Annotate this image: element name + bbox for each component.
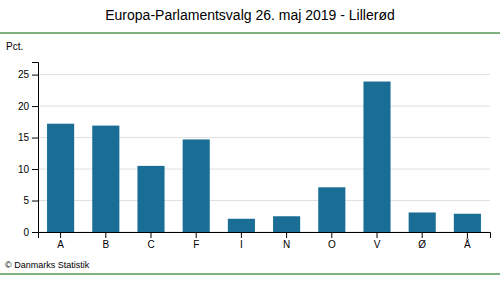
x-tick-label: Ø (418, 239, 426, 250)
x-tick-mark (151, 232, 152, 238)
title-rule (0, 32, 500, 33)
y-axis-label: Pct. (6, 41, 23, 52)
x-tick: Ø (418, 232, 426, 250)
x-tick-mark (60, 232, 61, 238)
footer: © Danmarks Statistik (5, 260, 90, 270)
x-tick-label: I (240, 239, 243, 250)
x-tick-label: C (147, 239, 154, 250)
bar (137, 166, 164, 232)
y-tick: 25 (18, 69, 38, 80)
y-tick: 10 (18, 164, 38, 175)
x-axis: ABCFINOVØÅ (39, 232, 491, 250)
x-tick: Å (464, 232, 471, 250)
x-tick-label: O (328, 239, 336, 250)
x-tick-mark (286, 232, 287, 238)
grid (38, 75, 490, 232)
x-tick-label: Å (464, 238, 471, 250)
x-tick-mark (377, 232, 378, 238)
grid-line (38, 74, 490, 75)
x-tick: C (147, 232, 154, 250)
bar (363, 82, 390, 232)
x-tick: N (283, 232, 290, 250)
x-tick-label: A (57, 239, 64, 250)
y-tick-label: 0 (23, 227, 29, 238)
x-tick-label: B (102, 239, 109, 250)
y-tick: 20 (18, 101, 38, 112)
y-tick-label: 20 (18, 101, 30, 112)
bar (273, 216, 300, 232)
bar (47, 124, 74, 232)
footer-rule (0, 273, 500, 274)
x-tick: I (240, 232, 243, 250)
x-tick-label: N (283, 239, 290, 250)
x-tick-mark (241, 232, 242, 238)
x-tick-mark (105, 232, 106, 238)
y-axis-line (32, 63, 39, 233)
bar (183, 139, 210, 232)
x-tick: A (57, 232, 64, 250)
x-tick: V (374, 232, 381, 250)
y-tick: 5 (23, 195, 38, 206)
y-tick-label: 5 (23, 195, 29, 206)
y-tick-mark (32, 169, 38, 170)
x-axis-line (39, 233, 491, 239)
x-tick-mark (467, 232, 468, 238)
y-axis: 0 5 10 15 20 25 (18, 63, 39, 238)
bar (409, 212, 436, 232)
y-tick-label: 10 (18, 164, 30, 175)
bar (228, 219, 255, 232)
y-tick-label: 15 (18, 132, 30, 143)
y-tick-mark (32, 106, 38, 107)
title: Europa-Parlamentsvalg 26. maj 2019 - Lil… (105, 7, 394, 23)
bar (454, 214, 481, 232)
bar (92, 126, 119, 232)
bars (47, 82, 481, 232)
chart: Europa-Parlamentsvalg 26. maj 2019 - Lil… (0, 0, 500, 282)
y-tick-label: 25 (18, 69, 30, 80)
x-tick: O (328, 232, 336, 250)
y-tick-mark (32, 201, 38, 202)
x-tick-mark (331, 232, 332, 238)
y-tick-mark (32, 138, 38, 139)
plot: 0 5 10 15 20 25 A B C F I N O V Ø Å (18, 63, 491, 251)
x-tick: F (193, 232, 199, 250)
x-tick-label: F (193, 239, 199, 250)
x-tick-label: V (374, 239, 381, 250)
x-tick-mark (196, 232, 197, 238)
grid-line (38, 106, 490, 107)
bar (318, 187, 345, 232)
y-tick: 0 (23, 227, 38, 238)
x-tick-mark (422, 232, 423, 238)
y-tick: 15 (18, 132, 38, 143)
y-tick-mark (32, 232, 38, 233)
y-tick-mark (32, 75, 38, 76)
x-tick: B (102, 232, 109, 250)
